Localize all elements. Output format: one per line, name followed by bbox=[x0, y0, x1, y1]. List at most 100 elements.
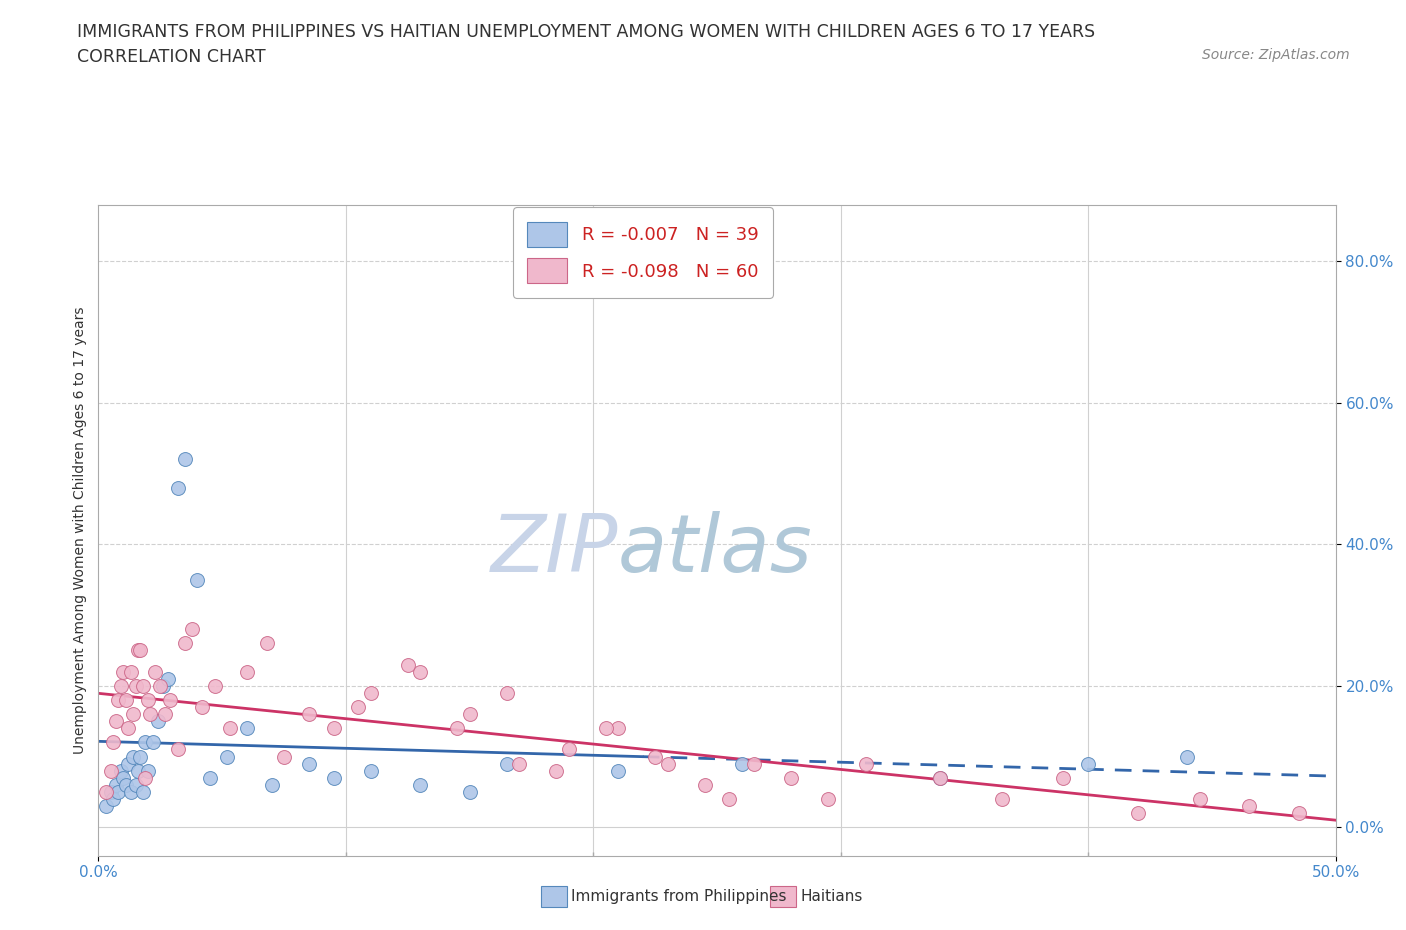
Point bbox=[166, 742, 188, 757]
Point bbox=[396, 658, 419, 672]
Point bbox=[928, 770, 950, 785]
Point bbox=[657, 756, 679, 771]
Point bbox=[458, 785, 481, 800]
Point bbox=[114, 777, 136, 792]
Point bbox=[143, 664, 166, 679]
Point bbox=[94, 799, 117, 814]
Point bbox=[174, 452, 197, 467]
Point bbox=[134, 735, 156, 750]
Point bbox=[136, 764, 159, 778]
Text: Immigrants from Philippines: Immigrants from Philippines bbox=[571, 889, 786, 904]
Point bbox=[149, 678, 172, 693]
Point bbox=[110, 764, 132, 778]
Point bbox=[855, 756, 877, 771]
Point bbox=[117, 756, 139, 771]
Point bbox=[112, 664, 135, 679]
Point bbox=[298, 756, 321, 771]
Point bbox=[142, 735, 165, 750]
Point bbox=[360, 685, 382, 700]
Point bbox=[146, 713, 169, 728]
Point bbox=[103, 791, 125, 806]
Point bbox=[129, 749, 152, 764]
Point bbox=[132, 785, 155, 800]
Point bbox=[928, 770, 950, 785]
Point bbox=[217, 749, 239, 764]
Legend: R = -0.007   N = 39, R = -0.098   N = 60: R = -0.007 N = 39, R = -0.098 N = 60 bbox=[513, 207, 773, 298]
Point bbox=[557, 742, 579, 757]
Point bbox=[100, 785, 122, 800]
Point bbox=[110, 678, 132, 693]
Point bbox=[107, 785, 129, 800]
Point bbox=[644, 749, 666, 764]
Point bbox=[1288, 805, 1310, 820]
Point bbox=[122, 749, 145, 764]
Point bbox=[458, 707, 481, 722]
Text: Source: ZipAtlas.com: Source: ZipAtlas.com bbox=[1202, 48, 1350, 62]
Point bbox=[1175, 749, 1198, 764]
Point bbox=[260, 777, 283, 792]
Point bbox=[181, 622, 204, 637]
Point bbox=[1077, 756, 1099, 771]
Point bbox=[607, 721, 630, 736]
Point bbox=[218, 721, 240, 736]
Point bbox=[595, 721, 617, 736]
Point bbox=[100, 764, 122, 778]
Point bbox=[990, 791, 1012, 806]
Point bbox=[347, 699, 370, 714]
Point bbox=[104, 713, 127, 728]
Point bbox=[204, 678, 226, 693]
Point bbox=[103, 735, 125, 750]
Point bbox=[132, 678, 155, 693]
Point bbox=[236, 721, 259, 736]
Point bbox=[136, 693, 159, 708]
Point bbox=[718, 791, 741, 806]
Point bbox=[127, 764, 149, 778]
Point bbox=[495, 685, 517, 700]
Text: atlas: atlas bbox=[619, 511, 813, 589]
Point bbox=[780, 770, 803, 785]
Point bbox=[159, 693, 181, 708]
Point bbox=[124, 678, 146, 693]
Point bbox=[607, 764, 630, 778]
Point bbox=[155, 707, 177, 722]
Point bbox=[1052, 770, 1074, 785]
Point bbox=[273, 749, 295, 764]
Point bbox=[114, 693, 136, 708]
Point bbox=[120, 664, 142, 679]
Point bbox=[152, 678, 174, 693]
Point bbox=[122, 707, 145, 722]
Point bbox=[236, 664, 259, 679]
Point bbox=[446, 721, 468, 736]
Point bbox=[360, 764, 382, 778]
Point bbox=[129, 643, 152, 658]
Point bbox=[409, 664, 432, 679]
Point bbox=[322, 721, 344, 736]
Text: CORRELATION CHART: CORRELATION CHART bbox=[77, 48, 266, 66]
Point bbox=[112, 770, 135, 785]
Point bbox=[1188, 791, 1211, 806]
Point bbox=[1126, 805, 1149, 820]
Point bbox=[174, 636, 197, 651]
Point bbox=[94, 785, 117, 800]
Point bbox=[742, 756, 765, 771]
Point bbox=[127, 643, 149, 658]
Point bbox=[546, 764, 568, 778]
Point bbox=[731, 756, 754, 771]
Point bbox=[139, 707, 162, 722]
Point bbox=[191, 699, 214, 714]
Point bbox=[508, 756, 530, 771]
Point bbox=[1237, 799, 1260, 814]
Point bbox=[409, 777, 432, 792]
Point bbox=[186, 572, 208, 587]
Point bbox=[124, 777, 146, 792]
Text: IMMIGRANTS FROM PHILIPPINES VS HAITIAN UNEMPLOYMENT AMONG WOMEN WITH CHILDREN AG: IMMIGRANTS FROM PHILIPPINES VS HAITIAN U… bbox=[77, 23, 1095, 41]
Point bbox=[156, 671, 179, 686]
Y-axis label: Unemployment Among Women with Children Ages 6 to 17 years: Unemployment Among Women with Children A… bbox=[73, 306, 87, 754]
Point bbox=[495, 756, 517, 771]
Point bbox=[117, 721, 139, 736]
Point bbox=[693, 777, 716, 792]
Point bbox=[817, 791, 839, 806]
Point bbox=[104, 777, 127, 792]
Point bbox=[298, 707, 321, 722]
Text: Haitians: Haitians bbox=[800, 889, 862, 904]
